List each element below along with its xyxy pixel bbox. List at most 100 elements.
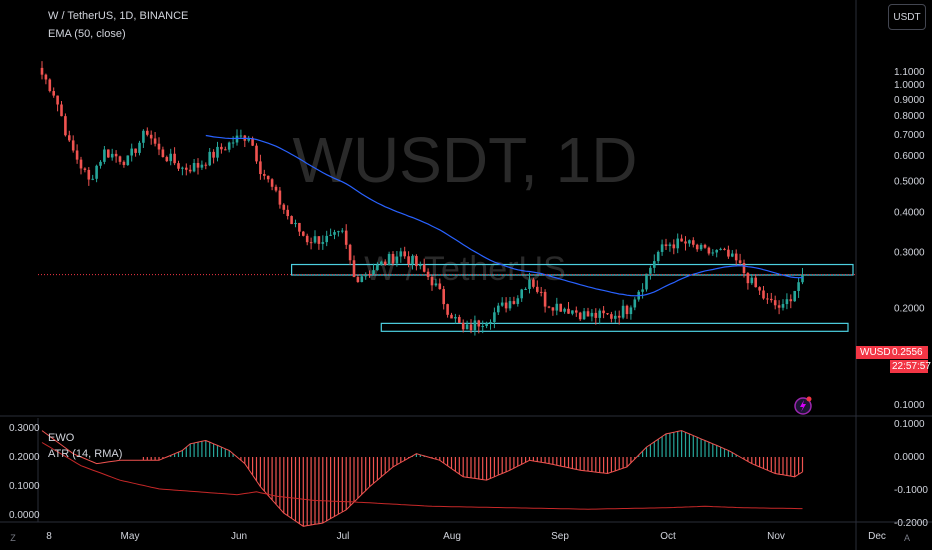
candle-body	[727, 249, 730, 257]
candle-body	[773, 300, 777, 306]
candle-body	[352, 260, 356, 278]
candle-body	[208, 151, 211, 166]
candle-body	[278, 190, 282, 205]
candle-body	[142, 130, 145, 143]
candle-body	[95, 165, 98, 179]
candle-body	[415, 256, 418, 267]
candle-body	[692, 240, 695, 245]
candle-body	[571, 310, 574, 314]
candle-body	[801, 274, 804, 283]
candle-body	[555, 303, 559, 311]
candle-body	[653, 261, 656, 268]
candle-body	[731, 253, 734, 257]
candle-body	[422, 264, 426, 272]
candle-body	[469, 324, 473, 331]
candle-body	[734, 253, 738, 261]
candle-body	[309, 242, 313, 244]
candle-body	[785, 299, 789, 305]
candle-body	[762, 290, 765, 299]
candle-body	[454, 317, 457, 319]
ewo-axis-label: -0.2000	[894, 518, 928, 529]
candle-body	[578, 312, 582, 320]
auto-scale-button[interactable]: A	[903, 533, 910, 543]
candle-body	[536, 286, 539, 292]
candle-body	[383, 261, 387, 265]
candle-body	[395, 256, 399, 264]
candle-body	[477, 320, 481, 327]
candle-body	[649, 267, 652, 274]
candle-body	[668, 244, 672, 247]
candle-body	[114, 153, 118, 157]
candle-body	[446, 304, 449, 315]
candle-body	[766, 298, 769, 300]
candle-body	[64, 116, 67, 136]
candles-group	[40, 61, 804, 336]
candle-body	[251, 138, 254, 146]
candle-body	[71, 140, 75, 151]
candle-body	[442, 289, 445, 305]
candle-body	[337, 231, 340, 233]
candle-body	[110, 153, 114, 158]
atr-axis-label: 0.3000	[9, 423, 40, 434]
candle-body	[617, 315, 621, 318]
candle-body	[60, 104, 63, 117]
time-axis-label: Nov	[767, 531, 785, 542]
ema-line	[205, 134, 803, 297]
ema-legend[interactable]: EMA (50, close)	[48, 28, 126, 40]
price-tag-countdown: 22:57:57	[892, 361, 931, 372]
candle-body	[83, 168, 87, 170]
candle-body	[399, 251, 403, 257]
price-axis-label: 0.5000	[894, 176, 925, 187]
candle-body	[559, 303, 562, 312]
candle-body	[481, 326, 484, 328]
ewo-legend[interactable]: EWO	[48, 432, 75, 444]
price-axis-label: 0.2000	[894, 304, 925, 315]
candle-body	[629, 307, 633, 315]
atr-legend[interactable]: ATR (14, RMA)	[48, 448, 123, 460]
candle-body	[87, 169, 91, 180]
candle-body	[149, 134, 153, 139]
candle-body	[196, 163, 200, 168]
watermark-ticker: WUSDT, 1D	[293, 124, 638, 196]
candle-body	[68, 135, 71, 141]
candle-body	[594, 312, 598, 318]
candle-body	[512, 301, 516, 304]
candle-body	[660, 244, 664, 252]
candle-body	[146, 130, 149, 135]
candle-body	[75, 150, 79, 160]
candle-body	[329, 234, 332, 236]
candle-body	[130, 148, 133, 156]
atr-axis-label: 0.1000	[9, 481, 40, 492]
zoom-reset-button[interactable]: Z	[10, 533, 16, 543]
candle-body	[56, 95, 59, 105]
symbol-legend[interactable]: W / TetherUS, 1D, BINANCE	[48, 10, 189, 22]
notification-dot	[806, 396, 812, 402]
candle-body	[567, 308, 570, 314]
candle-body	[532, 279, 535, 287]
time-axis-label: Oct	[660, 531, 676, 542]
candle-body	[274, 186, 278, 191]
ewo-line	[41, 430, 803, 527]
candle-body	[656, 251, 660, 262]
candle-body	[746, 273, 750, 284]
atr-axis-label: 0.2000	[9, 452, 40, 463]
candle-body	[333, 232, 336, 235]
candle-body	[528, 279, 531, 289]
candle-body	[157, 143, 161, 150]
watermark-name: W / TetherUS	[364, 250, 566, 288]
price-axis-label: 0.9000	[894, 95, 925, 106]
candle-body	[79, 159, 83, 169]
candle-body	[598, 310, 601, 318]
candle-body	[777, 305, 781, 308]
candle-body	[380, 261, 383, 265]
currency-button[interactable]: USDT	[888, 4, 926, 30]
candle-body	[122, 161, 126, 166]
candle-body	[547, 306, 551, 308]
candle-body	[169, 153, 172, 162]
candle-body	[793, 290, 796, 302]
candle-body	[614, 315, 617, 319]
candle-body	[419, 264, 422, 267]
candle-body	[497, 305, 500, 313]
candle-body	[126, 155, 130, 166]
